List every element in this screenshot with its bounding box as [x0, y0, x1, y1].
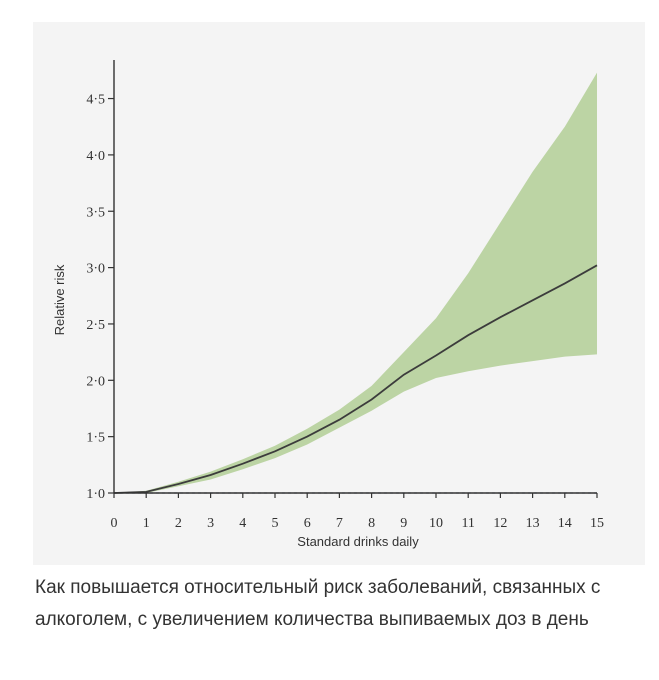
x-tick-label: 1 — [143, 516, 150, 531]
axis-labels-layer: Standard drinks daily Relative risk — [52, 264, 419, 549]
x-tick-label: 2 — [175, 516, 182, 531]
y-tick-label: 1·5 — [86, 431, 105, 446]
x-tick-label: 15 — [590, 516, 604, 531]
y-tick-label: 4·5 — [86, 93, 105, 108]
y-tick-label: 2·5 — [86, 318, 105, 333]
y-tick-label: 3·5 — [86, 205, 105, 220]
series-line-layer — [113, 264, 598, 494]
x-tick-label: 14 — [558, 516, 572, 531]
x-tick-label: 11 — [461, 516, 474, 531]
relative-risk-line — [113, 264, 598, 494]
x-tick-label: 5 — [272, 516, 279, 531]
x-tick-label: 12 — [493, 516, 507, 531]
x-tick-label: 7 — [336, 516, 343, 531]
x-tick-label: 9 — [400, 516, 407, 531]
figure-panel: 0 1 2 3 4 5 6 7 8 9 10 11 12 13 14 15 1·0 1·5 2·0 2·5 3·0 3·5… — [33, 22, 645, 565]
relative-risk-chart: 0 1 2 3 4 5 6 7 8 9 10 11 12 13 14 151·01·52·02·53·03·5… — [52, 60, 604, 549]
x-tick-label: 10 — [429, 516, 443, 531]
axes-layer: 0 1 2 3 4 5 6 7 8 9 10 11 12 13 14 151·01·52·02·53·03·5… — [86, 60, 604, 531]
confidence-band — [114, 72, 597, 493]
x-tick-label: 6 — [304, 516, 311, 531]
y-tick-label: 2·0 — [86, 374, 105, 389]
x-tick-label: 4 — [239, 516, 246, 531]
y-tick-label: 1·0 — [86, 487, 105, 502]
y-tick-label: 4·0 — [86, 149, 105, 164]
x-tick-label: 3 — [207, 516, 214, 531]
x-tick-label: 8 — [368, 516, 375, 531]
x-tick-label: 13 — [526, 516, 540, 531]
y-tick-label: 3·0 — [86, 262, 105, 277]
x-axis-title: Standard drinks daily — [297, 534, 419, 549]
y-axis-title: Relative risk — [52, 264, 67, 335]
x-tick-label: 0 — [111, 516, 118, 531]
figure-caption: Как повышается относительный риск заболе… — [35, 577, 601, 630]
confidence-band-layer — [114, 72, 597, 493]
